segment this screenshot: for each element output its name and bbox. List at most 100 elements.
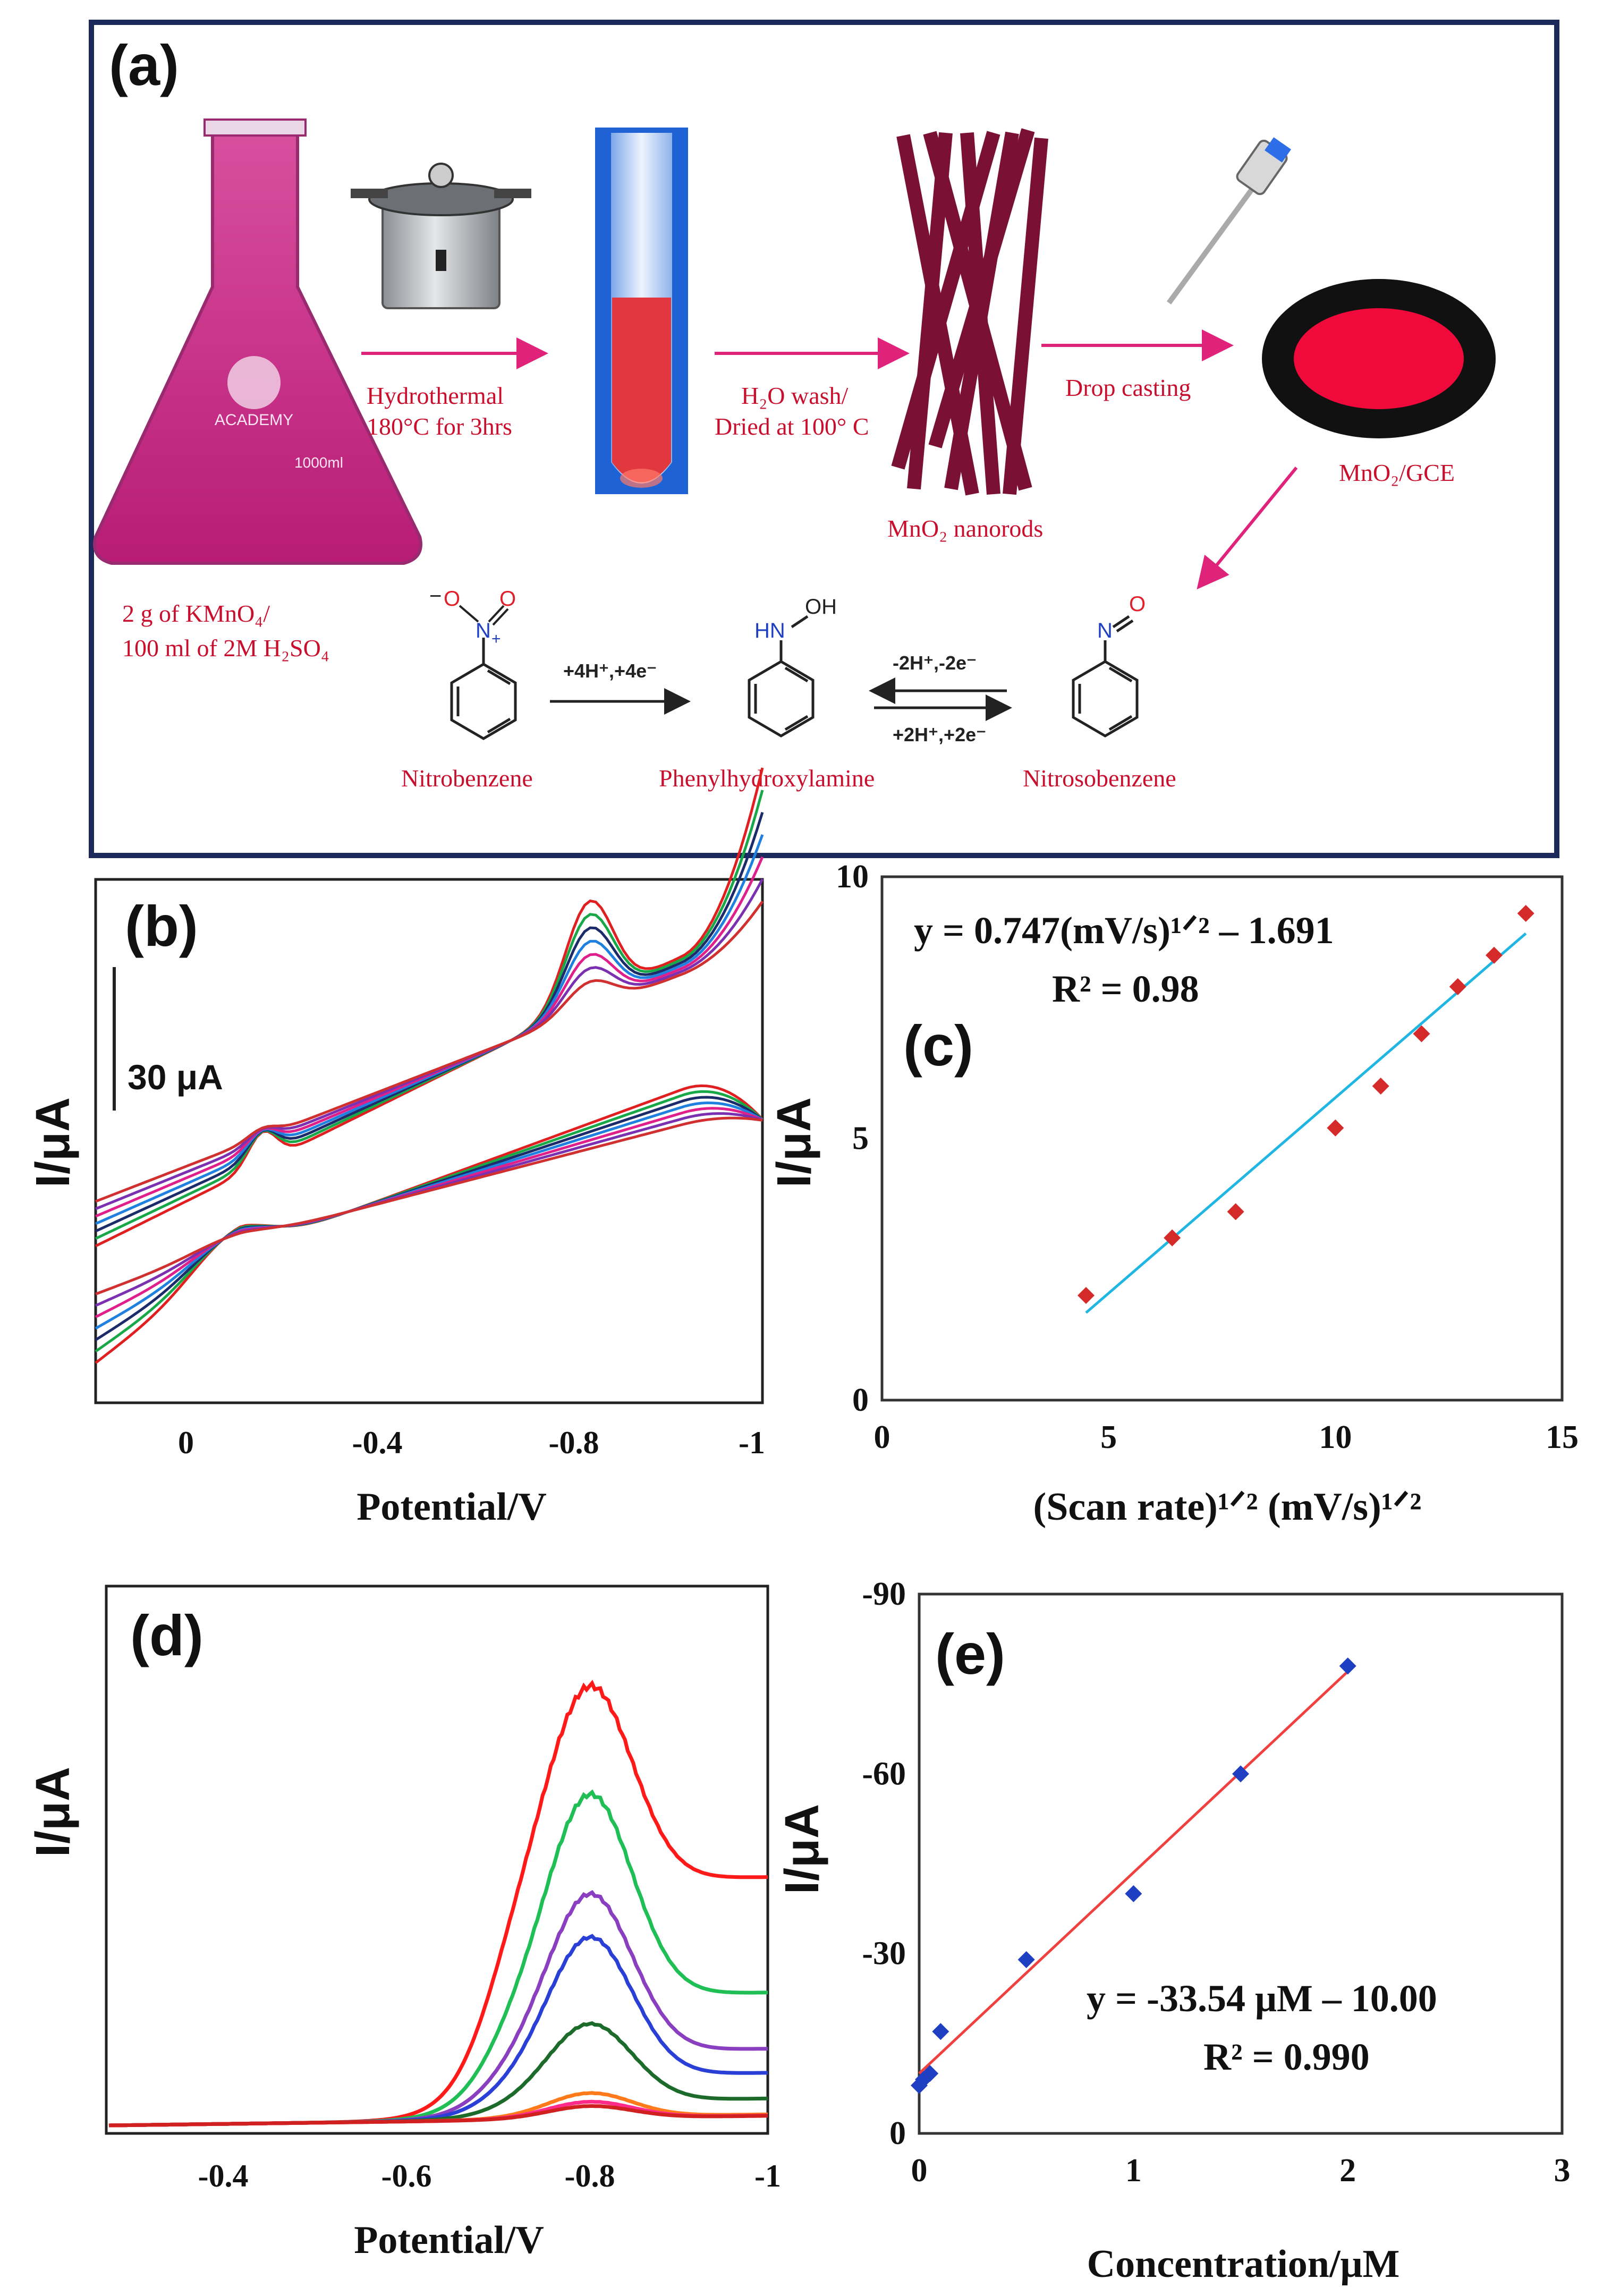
- reaction-arrows: [550, 677, 1012, 721]
- flask-brand: ACADEMY: [215, 411, 293, 429]
- step2-line1: H₂O wash/: [741, 382, 849, 409]
- cv-reverse-curve: [95, 1096, 764, 1341]
- data-point: [921, 2065, 939, 2082]
- panel-a-label: (a): [109, 33, 179, 97]
- panel-e-xlabel: Concentration/μM: [1087, 2242, 1400, 2286]
- cv-forward-curve: [95, 767, 764, 1248]
- nitro-o-left: O: [444, 587, 460, 611]
- y-tick-label: 5: [852, 1121, 869, 1157]
- nitro-minus: −: [429, 584, 442, 608]
- step3-label: Drop casting: [1065, 374, 1191, 401]
- panel-b-xtick-1: -0.4: [352, 1425, 403, 1460]
- data-point: [1232, 1765, 1249, 1783]
- nitrobenzene-label: Nitrobenzene: [401, 765, 533, 792]
- dpv-curve: [108, 2104, 768, 2128]
- data-point: [932, 2023, 949, 2040]
- nanorods-image: [891, 128, 1048, 496]
- plot-area: [918, 1592, 1564, 2135]
- phenylhydroxylamine-label: Phenylhydroxylamine: [659, 765, 875, 792]
- pha-hn: HN: [754, 619, 785, 642]
- fit-line: [918, 1670, 1349, 2075]
- y-tick-label: -60: [862, 1756, 906, 1792]
- data-point: [1164, 1229, 1181, 1247]
- cv-forward-curve: [95, 856, 764, 1218]
- cv-reverse-curve: [95, 1101, 764, 1330]
- step1-line1: Hydrothermal: [367, 382, 504, 409]
- flask-volume: 1000ml: [294, 454, 343, 471]
- data-point: [1327, 1119, 1344, 1137]
- panel-d-xtick-0: -0.4: [198, 2158, 249, 2193]
- cv-forward-curve: [95, 901, 764, 1203]
- panel-c-ylabel: I/μA: [768, 1097, 821, 1188]
- panel-d: (d) I/μA -0.4 -0.6 -0.8 -1 Potential/V: [27, 1585, 781, 2262]
- plot-area: [880, 875, 1564, 1402]
- panel-d-xtick-1: -0.6: [381, 2158, 432, 2193]
- panel-b-ylabel: I/μA: [27, 1097, 80, 1188]
- electrode-label: MnO₂/GCE: [1339, 459, 1455, 486]
- panel-b-xtick-3: -1: [739, 1425, 765, 1460]
- chart-c: 0 5 10 15 0 5 10: [836, 859, 1579, 1455]
- x-tick-label: 2: [1339, 2153, 1356, 2189]
- scale-bar-label: 30 μA: [128, 1057, 223, 1097]
- panel-c: 0 5 10 15 0 5 10 (c) y = 0.747(mV/s)¹ᐟ² – 1.69…: [768, 859, 1579, 1529]
- panel-e-r2: R² = 0.990: [1203, 2036, 1370, 2078]
- test-tube-image: [595, 128, 688, 494]
- cv-forward-curve: [95, 878, 764, 1210]
- data-point: [1339, 1657, 1356, 1675]
- phenylhydroxylamine-structure: [748, 615, 815, 738]
- pipette-image: [1166, 137, 1291, 304]
- panel-e: 0 1 2 3 0 -30 -60 -90 (e) y = -33.54 μM – 10.00…: [776, 1576, 1571, 2286]
- data-point: [1078, 1287, 1095, 1304]
- x-tick-label: 3: [1554, 2153, 1571, 2189]
- panel-c-r2: R² = 0.98: [1052, 968, 1199, 1010]
- x-tick-label: 1: [1125, 2153, 1142, 2189]
- panel-c-xlabel: (Scan rate)¹ᐟ² (mV/s)¹ᐟ²: [1033, 1485, 1422, 1529]
- panel-c-equation: y = 0.747(mV/s)¹ᐟ² – 1.691: [914, 909, 1334, 952]
- precursor-line1: 2 g of KMnO₄/: [122, 600, 270, 627]
- panel-b-frame: [94, 878, 764, 1404]
- panel-d-ylabel: I/μA: [27, 1767, 80, 1857]
- process-arrows: [361, 329, 1298, 590]
- y-tick-label: -30: [862, 1936, 906, 1972]
- nitro-n: N: [476, 619, 491, 642]
- panel-b: (b) 30 μA I/μA 0 -0.4 -0.8 -1 Potential/…: [27, 767, 765, 1529]
- x-tick-label: 0: [911, 2153, 928, 2189]
- cv-reverse-curve: [95, 1084, 764, 1364]
- nanorods-label: MnO₂ nanorods: [887, 515, 1043, 542]
- nitrosobenzene-label: Nitrosobenzene: [1023, 765, 1176, 792]
- panel-b-label: (b): [125, 894, 198, 958]
- step1-line2: 180°C for 3hrs: [367, 413, 512, 440]
- chart-e: 0 1 2 3 0 -30 -60 -90: [862, 1576, 1570, 2189]
- cv-reverse-curve: [95, 1107, 764, 1318]
- dpv-curves: [108, 1680, 768, 2128]
- data-point: [1227, 1203, 1244, 1221]
- x-tick-label: 10: [1319, 1419, 1352, 1455]
- nitrobenzene-structure: [450, 638, 517, 740]
- panel-d-frame: [105, 1585, 769, 2135]
- data-point: [1372, 1078, 1389, 1095]
- panel-b-xtick-2: -0.8: [549, 1425, 599, 1460]
- step2-line2: Dried at 100° C: [715, 413, 869, 440]
- fit-line: [1085, 932, 1527, 1314]
- y-tick-label: 0: [889, 2115, 906, 2151]
- x-tick-label: 15: [1546, 1419, 1579, 1455]
- precursor-line2: 100 ml of 2M H₂SO₄: [122, 634, 329, 662]
- arrow2-top-label: -2H⁺,-2e⁻: [893, 652, 977, 674]
- data-point: [1017, 1951, 1035, 1968]
- panel-e-ylabel: I/μA: [776, 1804, 829, 1894]
- cv-forward-curve: [95, 834, 764, 1225]
- y-tick-label: 10: [836, 859, 869, 895]
- flask-image: ACADEMY 1000ml: [93, 118, 422, 565]
- panel-d-label: (d): [130, 1603, 203, 1667]
- autoclave-image: [351, 163, 531, 309]
- panel-b-xlabel: Potential/V: [357, 1485, 547, 1529]
- x-tick-label: 0: [874, 1419, 890, 1455]
- data-point: [1486, 946, 1503, 964]
- arrow2-bottom-label: +2H⁺,+2e⁻: [893, 724, 986, 745]
- y-tick-label: 0: [852, 1382, 869, 1418]
- arrow1-label: +4H⁺,+4e⁻: [563, 660, 657, 682]
- y-tick-label: -90: [862, 1576, 906, 1612]
- cv-forward-curve: [95, 790, 764, 1240]
- data-point: [1125, 1885, 1142, 1902]
